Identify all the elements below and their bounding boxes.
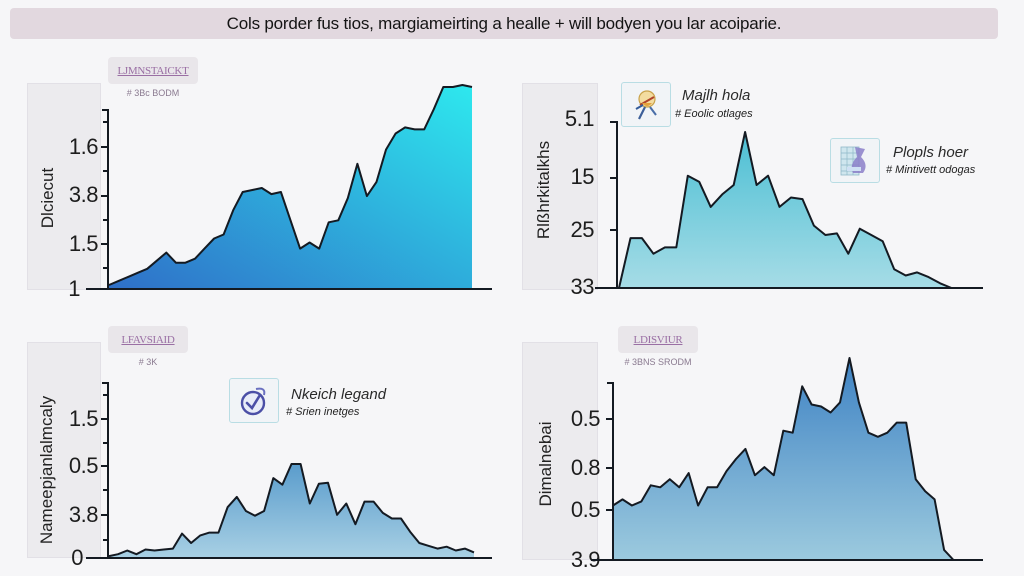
y-tick-label: 1.5 [68, 231, 99, 256]
legend-subtitle: # Srien inetges [286, 406, 360, 418]
chart-tag: LFAVSIAID [108, 326, 188, 353]
y-tick-label: 3.8 [68, 182, 99, 207]
y-tick-label: 15 [570, 164, 595, 189]
area-outline [618, 131, 963, 289]
ylabel-background [522, 83, 598, 290]
chart-tag-subtitle: # 3Bc BODM [126, 88, 180, 98]
area-fill [109, 464, 474, 558]
area-fill [619, 132, 963, 288]
area-outline [108, 463, 475, 558]
y-tick-label: 0.8 [570, 455, 601, 480]
ylabel-background [27, 83, 101, 290]
y-tick-label: 33 [570, 274, 595, 299]
y-tick-label: 1.6 [68, 134, 99, 159]
check-circle-icon [240, 387, 266, 415]
y-tick-label: 0.5 [570, 406, 601, 431]
area-chart-2 [595, 121, 983, 289]
legend-title: Nkeich legand [291, 386, 387, 403]
area-outline [108, 84, 473, 286]
axes [591, 382, 983, 561]
axes [595, 121, 983, 289]
area-fill [109, 85, 472, 289]
chart-tag: LJMNSTAICKT [108, 57, 198, 84]
legend-icon-box [830, 138, 880, 183]
legend-icon-box [621, 82, 671, 127]
title-banner: Cols porder fus tios, margiameirting a h… [10, 8, 998, 39]
y-tick-label: 0.5 [570, 497, 601, 522]
axes [86, 109, 492, 290]
area-outline [612, 357, 963, 561]
legend-title: Majlh hola [682, 87, 751, 104]
bulb-tools-icon [635, 89, 657, 119]
legend-subtitle: # Eoolic otlages [675, 108, 753, 120]
banner-text: Cols porder fus tios, margiameirting a h… [226, 13, 782, 33]
legend-subtitle: # Mintivett odogas [886, 164, 976, 176]
y-tick-label: 0 [71, 545, 83, 570]
chart-tag-subtitle: # 3K [138, 357, 158, 367]
area-fill [613, 358, 963, 560]
legend-title: Plopls hoer [893, 144, 969, 161]
y-tick-label: 1.5 [68, 406, 99, 431]
area-chart-3 [86, 382, 492, 559]
y-tick-label: 0.5 [68, 453, 99, 478]
y-tick-label: 3.8 [68, 502, 99, 527]
area-chart-4 [591, 357, 983, 561]
y-tick-label: 25 [570, 217, 595, 242]
legend-icon-box [229, 378, 279, 423]
y-tick-label: 1 [68, 276, 80, 301]
ylabel-background [27, 342, 101, 558]
ylabel-background [522, 342, 598, 560]
chart-tag: LDISVIUR [618, 326, 698, 353]
area-chart-1 [86, 84, 492, 290]
chart-tag-subtitle: # 3BNS SRODM [624, 357, 692, 367]
axes [86, 382, 492, 559]
spreadsheet-icon [840, 146, 866, 175]
y-tick-label: 5.1 [564, 106, 595, 131]
